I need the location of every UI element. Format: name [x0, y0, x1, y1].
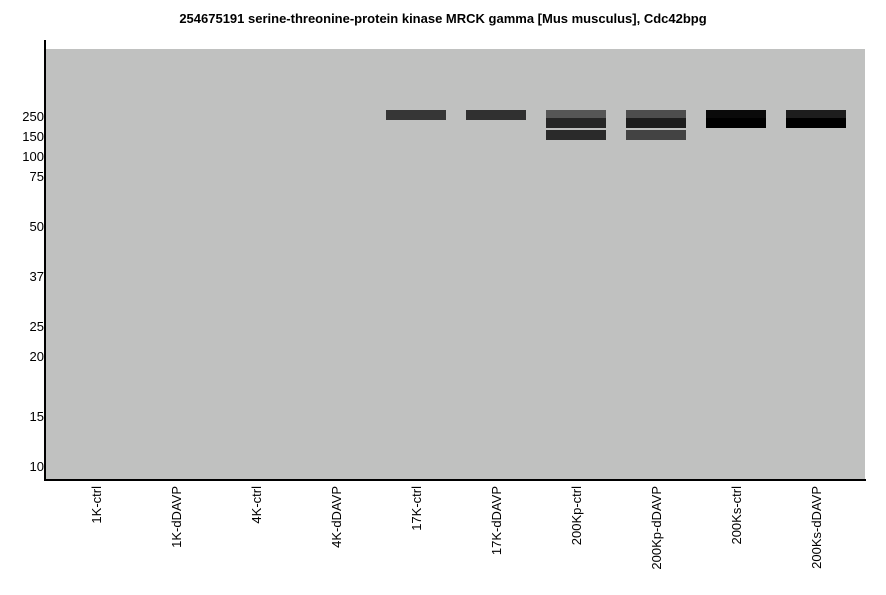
lane-label: 17K-ctrl	[409, 486, 424, 531]
band	[786, 110, 846, 120]
lane-label: 200Ks-dDAVP	[809, 486, 824, 569]
lane-label: 4K-ctrl	[249, 486, 264, 524]
y-tick-label: 75	[30, 169, 44, 184]
lane-label: 1K-ctrl	[89, 486, 104, 524]
lane-label: 1K-dDAVP	[169, 486, 184, 548]
lane-labels: 1K-ctrl 1K-dDAVP 4K-ctrl 4K-dDAVP 17K-ctrl 17…	[89, 486, 824, 570]
y-ticks: 250 150 100 75 50 37 25 20 15 10	[22, 109, 44, 474]
y-tick-label: 37	[30, 269, 44, 284]
bands-layer	[386, 110, 846, 140]
band	[706, 118, 766, 128]
y-tick-label: 50	[30, 219, 44, 234]
band	[386, 110, 446, 120]
lane-label: 200Kp-dDAVP	[649, 486, 664, 570]
lane-label: 200Ks-ctrl	[729, 486, 744, 545]
band	[626, 118, 686, 128]
band	[626, 110, 686, 120]
lane-label: 200Kp-ctrl	[569, 486, 584, 545]
band	[706, 110, 766, 120]
band	[786, 118, 846, 128]
band	[546, 110, 606, 120]
lane-label: 17K-dDAVP	[489, 486, 504, 555]
y-tick-label: 15	[30, 409, 44, 424]
y-tick-label: 10	[30, 459, 44, 474]
band	[546, 130, 606, 140]
y-tick-label: 100	[22, 149, 44, 164]
band	[626, 130, 686, 140]
y-tick-label: 250	[22, 109, 44, 124]
lane-label: 4K-dDAVP	[329, 486, 344, 548]
y-tick-label: 20	[30, 349, 44, 364]
chart-title: 254675191 serine-threonine-protein kinas…	[179, 11, 707, 26]
y-tick-label: 25	[30, 319, 44, 334]
band	[466, 110, 526, 120]
y-tick-label: 150	[22, 129, 44, 144]
band	[546, 118, 606, 128]
